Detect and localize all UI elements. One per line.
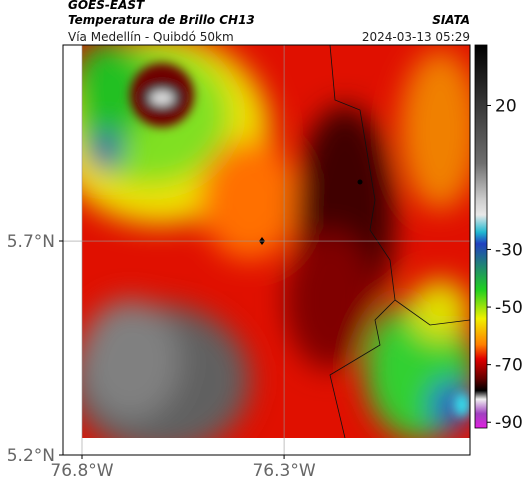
x-tick-label: 76.3°W <box>252 461 315 481</box>
y-tick-label: 5.2°N <box>7 446 55 466</box>
colorbar-tick-label: -70 <box>495 356 523 376</box>
colorbar <box>474 44 488 429</box>
subtitle: Temperatura de Brillo CH13 <box>68 13 255 27</box>
satellite-image <box>82 45 470 438</box>
frame <box>62 44 471 456</box>
datetime: 2024-03-13 05:29 <box>362 30 470 44</box>
colorbar-tick-label: 20 <box>495 96 517 116</box>
colorbar-tick-label: -90 <box>495 413 523 433</box>
source: SIATA <box>432 13 470 27</box>
colorbar-tick-label: -50 <box>495 298 523 318</box>
x-tick-label: 76.8°W <box>50 461 113 481</box>
colorbar-tick-label: -30 <box>495 240 523 260</box>
y-tick-label: 5.7°N <box>7 232 55 252</box>
region: Vía Medellín - Quibdó 50km <box>68 30 234 44</box>
title: GOES-EAST <box>68 0 145 12</box>
